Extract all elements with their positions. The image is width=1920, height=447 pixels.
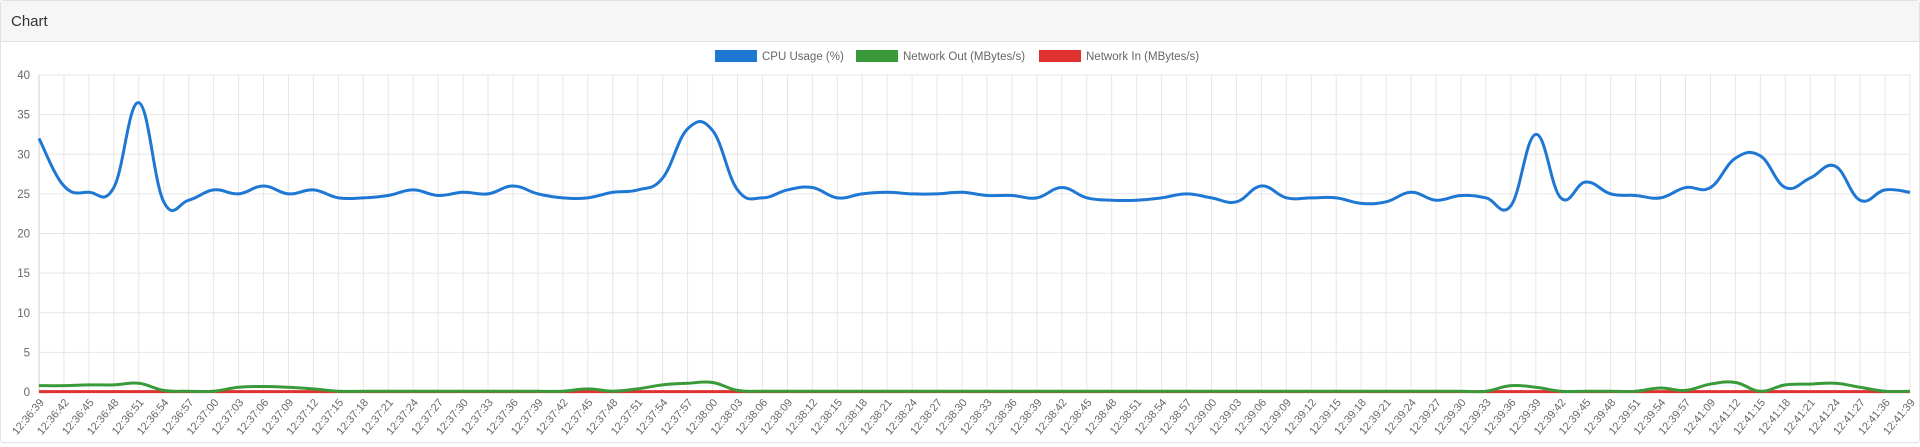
legend-label[interactable]: Network Out (MBytes/s) (903, 51, 1025, 63)
x-axis: 12:36:3912:36:4212:36:4512:36:4812:36:51… (10, 397, 1918, 438)
y-axis: 0 5 10 15 20 25 30 35 40 (17, 70, 30, 399)
y-tick-label: 30 (17, 149, 30, 161)
y-tick-label: 25 (17, 189, 30, 201)
legend-swatch[interactable] (715, 50, 757, 62)
chart-legend: CPU Usage (%) Network Out (MBytes/s) Netwo… (715, 50, 1199, 63)
y-tick-label: 15 (17, 268, 30, 280)
chart-area: CPU Usage (%) Network Out (MBytes/s) Netwo… (1, 43, 1919, 442)
series-line (38, 380, 1911, 394)
y-tick-label: 20 (17, 229, 30, 241)
y-tick-label: 10 (17, 308, 30, 320)
chart-grid (38, 74, 1911, 393)
panel-title: Chart (11, 12, 48, 30)
y-tick-label: 5 (24, 347, 30, 359)
legend-label[interactable]: CPU Usage (%) (762, 51, 844, 63)
panel-header: Chart (1, 1, 1919, 42)
y-tick-label: 35 (17, 110, 30, 122)
line-chart: CPU Usage (%) Network Out (MBytes/s) Netwo… (10, 50, 1918, 438)
legend-label[interactable]: Network In (MBytes/s) (1086, 51, 1199, 63)
series-lines (37, 101, 1911, 394)
y-tick-label: 40 (17, 70, 30, 82)
legend-swatch[interactable] (1039, 50, 1081, 62)
legend-swatch[interactable] (856, 50, 898, 62)
series-line (37, 101, 1911, 212)
y-tick-label: 0 (24, 387, 30, 399)
